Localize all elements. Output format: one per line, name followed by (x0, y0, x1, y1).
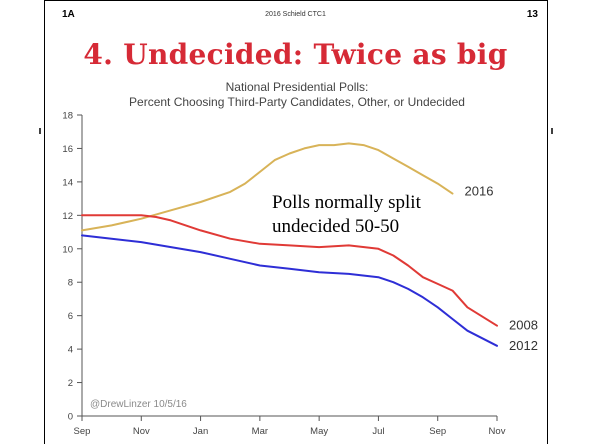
y-tick-label: 12 (62, 211, 73, 222)
y-tick-label: 6 (68, 311, 73, 322)
chart-axes: 0 2 4 6 8 10 12 14 16 18 Sep Nov Jan Mar May Jul Sep Nov (62, 111, 505, 438)
y-tick-label: 4 (68, 345, 73, 356)
x-tick-label: Sep (429, 426, 446, 437)
series-line-2008 (81, 214, 498, 327)
chart-series (81, 142, 498, 347)
slide-credit: 2016 Schield CTC1 (265, 11, 326, 18)
slide-title: 4. Undecided: Twice as big (83, 38, 508, 71)
x-tick-label: Nov (489, 426, 506, 437)
x-tick-label: May (310, 426, 328, 437)
x-tick-label: Sep (74, 426, 91, 437)
series-line-2016 (81, 142, 454, 232)
x-tick-label: Nov (133, 426, 150, 437)
y-tick-label: 0 (68, 412, 73, 423)
watermark: @DrewLinzer 10/5/16 (90, 399, 187, 410)
annotation-line-2: undecided 50-50 (272, 216, 399, 237)
series-label-2012: 2012 (509, 338, 538, 353)
chart-subtitle: Percent Choosing Third-Party Candidates,… (129, 95, 465, 109)
chart-series-labels: 2016 2008 2012 (465, 184, 538, 353)
y-tick-label: 18 (62, 111, 73, 122)
annotation-line-1: Polls normally split (272, 192, 422, 213)
chart-title: National Presidential Polls: (226, 80, 369, 94)
frame-left-border (44, 0, 45, 444)
slide-number: 13 (526, 9, 538, 20)
y-tick-label: 10 (62, 244, 73, 255)
x-tick-label: Jan (193, 426, 208, 437)
y-tick-label: 16 (62, 144, 73, 155)
frame-right-border (547, 0, 548, 444)
x-tick-label: Mar (252, 426, 268, 437)
series-line-2012 (81, 234, 498, 347)
x-tick-label: Jul (372, 426, 384, 437)
series-label-2008: 2008 (509, 318, 538, 333)
frame-top-border (44, 0, 548, 1)
slide-id: 1A (62, 9, 75, 20)
y-tick-label: 8 (68, 278, 73, 289)
y-tick-label: 14 (62, 177, 73, 188)
series-label-2016: 2016 (465, 184, 494, 199)
y-tick-label: 2 (68, 378, 73, 389)
